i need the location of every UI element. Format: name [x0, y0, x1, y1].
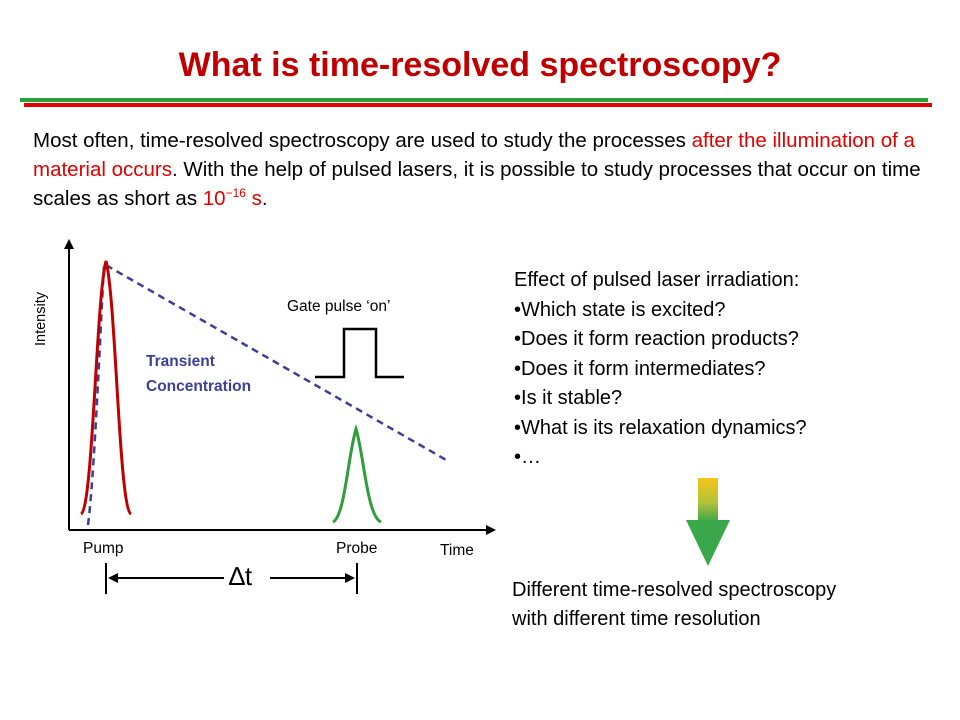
intro-text-2: . With the help of pulsed lasers, it is … [33, 158, 921, 210]
intro-end: . [261, 187, 268, 210]
effects-item: What is its relaxation dynamics? [514, 414, 807, 444]
title-rule-green [20, 98, 928, 102]
time-scale-value: 10−16 s [203, 187, 262, 210]
effects-panel: Effect of pulsed laser irradiation: Whic… [514, 266, 807, 473]
pump-pulse [79, 260, 133, 516]
gate-pulse-label: Gate pulse ‘on’ [287, 298, 391, 315]
title-rule-red [24, 103, 932, 107]
effects-item: Does it form intermediates? [514, 355, 807, 385]
conclusion-line1: Different time-resolved spectroscopy [512, 579, 837, 601]
time-scale-base: 10 [202, 187, 226, 210]
delay-label: ∆t [229, 561, 253, 591]
gate-pulse [315, 327, 404, 379]
effects-item: Which state is excited? [514, 296, 807, 326]
conclusion-line2: with different time resolution [512, 608, 761, 630]
effects-heading: Effect of pulsed laser irradiation: [514, 269, 800, 291]
intro-text-1: Most often, time-resolved spectroscopy a… [33, 129, 692, 152]
probe-label: Probe [336, 540, 378, 557]
time-scale-unit: s [245, 187, 262, 210]
down-arrow-icon [686, 478, 730, 566]
time-scale-exponent: −16 [225, 186, 246, 201]
conclusion-text: Different time-resolved spectroscopy wit… [512, 576, 836, 634]
transient-label-line2: Concentration [146, 378, 252, 395]
intro-paragraph: Most often, time-resolved spectroscopy a… [33, 126, 948, 213]
pump-label: Pump [83, 540, 124, 557]
effects-list: Which state is excited? Does it form rea… [514, 296, 807, 473]
effects-item: Is it stable? [514, 384, 807, 414]
probe-pulse [331, 423, 382, 524]
transient-label-line1: Transient [146, 353, 215, 370]
intro-highlight: after the illumination of a material occ… [33, 129, 915, 181]
effects-item: Does it form reaction products? [514, 325, 807, 355]
transient-concentration-curve [86, 261, 449, 526]
y-axis-label: Intensity [33, 292, 49, 346]
slide-title: What is time-resolved spectroscopy? [178, 46, 782, 84]
effects-item: … [514, 443, 807, 473]
transient-concentration-label: Transient Concentration [146, 349, 251, 399]
x-axis-label: Time [440, 542, 474, 559]
